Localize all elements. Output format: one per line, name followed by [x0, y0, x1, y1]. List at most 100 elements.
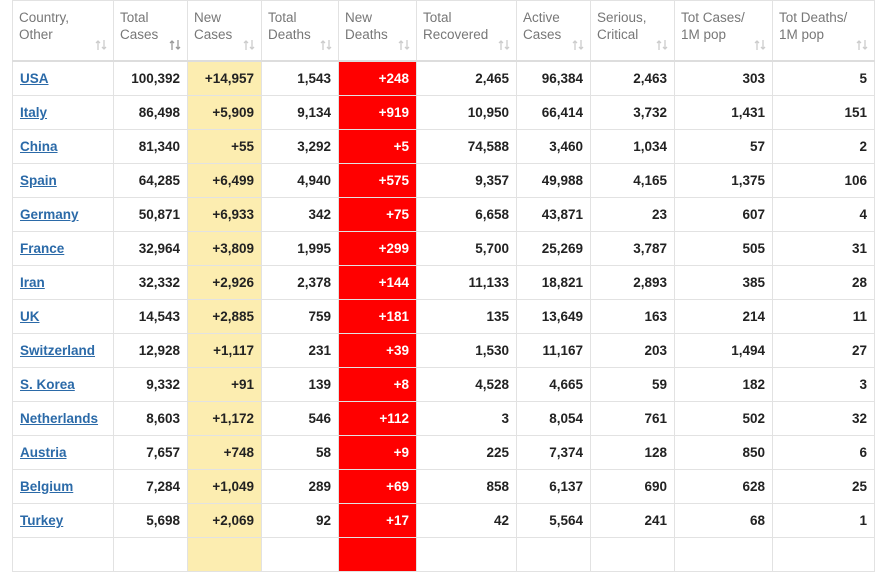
- table-cell: 6: [772, 435, 875, 470]
- header-text: Critical: [597, 27, 639, 42]
- table-cell: [416, 537, 517, 572]
- table-cell: 5,698: [113, 503, 188, 538]
- country-link[interactable]: Spain: [20, 173, 57, 188]
- cell-value: 2,378: [297, 275, 331, 290]
- cell-value: +8: [393, 377, 409, 392]
- cell-value: 139: [308, 377, 331, 392]
- cell-value: 6: [859, 445, 867, 460]
- column-header[interactable]: Total Cases: [113, 0, 188, 62]
- table-cell: +14,957: [187, 60, 262, 96]
- table-cell: 759: [261, 299, 339, 334]
- cell-value: +6,499: [212, 173, 254, 188]
- table-cell: 225: [416, 435, 517, 470]
- table-cell: 151: [772, 95, 875, 130]
- table-cell: 92: [261, 503, 339, 538]
- header-row: Country, Other Total Cases New Cases Total Deat…: [12, 0, 875, 62]
- column-header[interactable]: Active Cases: [516, 0, 591, 62]
- table-cell: 3,787: [590, 231, 675, 266]
- table-cell: +39: [338, 333, 417, 368]
- sort-icon: [320, 40, 332, 50]
- cell-value: 11,167: [542, 343, 583, 358]
- cell-value: +299: [378, 241, 409, 256]
- cell-value: 25: [851, 479, 867, 494]
- table-cell: 214: [674, 299, 773, 334]
- table-cell: Germany: [12, 197, 114, 232]
- table-cell: [338, 537, 417, 572]
- table-cell: 342: [261, 197, 339, 232]
- country-link[interactable]: Italy: [20, 105, 48, 120]
- cell-value: 4: [859, 207, 867, 222]
- cell-value: +748: [223, 445, 254, 460]
- table-cell: Turkey: [12, 503, 114, 538]
- table-cell: +55: [187, 129, 262, 164]
- cell-value: 385: [742, 275, 765, 290]
- cell-value: 303: [742, 71, 765, 86]
- cell-value: 1,995: [297, 241, 331, 256]
- cell-value: 163: [644, 309, 667, 324]
- table-cell: 5,564: [516, 503, 591, 538]
- table-cell: 289: [261, 469, 339, 504]
- header-text: Total: [120, 10, 149, 25]
- country-link[interactable]: Turkey: [20, 513, 64, 528]
- table-cell: 163: [590, 299, 675, 334]
- table-cell: 4: [772, 197, 875, 232]
- table-cell: 32: [772, 401, 875, 436]
- cell-value: 100,392: [131, 71, 180, 86]
- country-link[interactable]: Netherlands: [20, 411, 99, 426]
- column-header[interactable]: Tot Cases/1M pop: [674, 0, 773, 62]
- column-header[interactable]: Total Deaths: [261, 0, 339, 62]
- column-header[interactable]: Serious, Critical: [590, 0, 675, 62]
- column-header[interactable]: New Cases: [187, 0, 262, 62]
- country-link[interactable]: Austria: [20, 445, 67, 460]
- country-link[interactable]: S. Korea: [20, 377, 75, 392]
- country-link[interactable]: UK: [20, 309, 40, 324]
- cell-value: 5: [859, 71, 867, 86]
- column-header[interactable]: Total Recovered: [416, 0, 517, 62]
- cell-value: 11,133: [468, 275, 509, 290]
- cell-value: 342: [308, 207, 331, 222]
- table-cell: 7,657: [113, 435, 188, 470]
- table-cell: [261, 537, 339, 572]
- table-cell: 505: [674, 231, 773, 266]
- cell-value: 858: [486, 479, 509, 494]
- table-cell: +5,909: [187, 95, 262, 130]
- country-link[interactable]: USA: [20, 71, 49, 86]
- country-link[interactable]: Iran: [20, 275, 45, 290]
- sort-icon: [398, 40, 410, 50]
- cell-value: +9: [393, 445, 409, 460]
- column-header[interactable]: New Deaths: [338, 0, 417, 62]
- table-cell: +69: [338, 469, 417, 504]
- country-link[interactable]: Switzerland: [20, 343, 96, 358]
- cell-value: 9,357: [475, 173, 509, 188]
- country-link[interactable]: France: [20, 241, 65, 256]
- column-header[interactable]: Country, Other: [12, 0, 114, 62]
- cell-value: 43,871: [541, 207, 583, 222]
- table-cell: 81,340: [113, 129, 188, 164]
- table-cell: Austria: [12, 435, 114, 470]
- country-link[interactable]: Germany: [20, 207, 79, 222]
- cell-value: 32: [851, 411, 867, 426]
- cell-value: 6,658: [475, 207, 509, 222]
- table-cell: 2: [772, 129, 875, 164]
- header-text: Recovered: [423, 27, 489, 42]
- cell-value: 1,494: [731, 343, 765, 358]
- cell-value: +91: [231, 377, 254, 392]
- table-cell: [12, 537, 114, 572]
- table-cell: 13,649: [516, 299, 591, 334]
- cell-value: 241: [644, 513, 667, 528]
- table-cell: 1,494: [674, 333, 773, 368]
- header-text: Cases: [194, 27, 233, 42]
- cell-value: 3,460: [549, 139, 583, 154]
- table-cell: 1,431: [674, 95, 773, 130]
- cell-value: 31: [851, 241, 867, 256]
- table-cell: +75: [338, 197, 417, 232]
- table-cell: 7,284: [113, 469, 188, 504]
- country-link[interactable]: Belgium: [20, 479, 74, 494]
- table-row: Iran 32,332 +2,926 2,378 +144 11,133 18,821 2,8…: [12, 265, 875, 300]
- table-cell: 31: [772, 231, 875, 266]
- cell-value: 13,649: [541, 309, 583, 324]
- table-cell: 5: [772, 60, 875, 96]
- cell-value: 3: [859, 377, 867, 392]
- country-link[interactable]: China: [20, 139, 58, 154]
- column-header[interactable]: Tot Deaths/1M pop: [772, 0, 875, 62]
